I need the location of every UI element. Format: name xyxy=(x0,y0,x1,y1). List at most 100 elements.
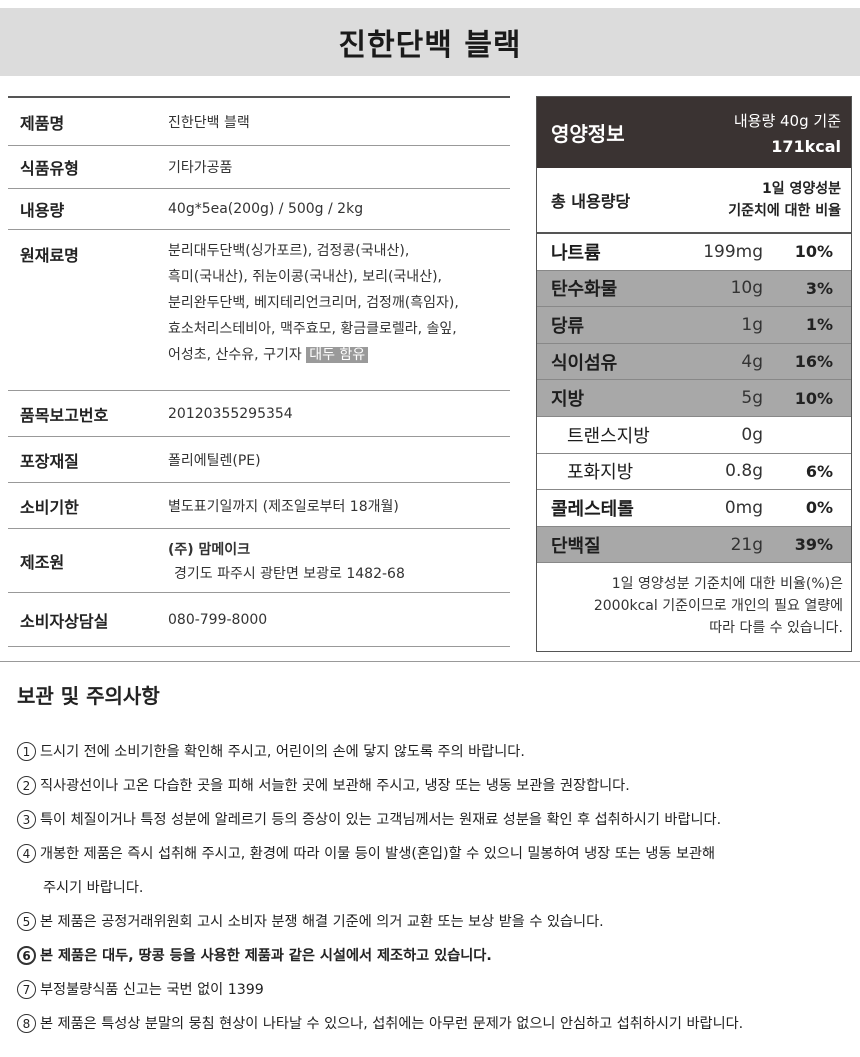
info-key: 소비자상담실 xyxy=(20,611,109,631)
nutrient-row: 트랜스지방 0g xyxy=(537,417,851,454)
caution-item: 2 직사광선이나 고온 다습한 곳을 피해 서늘한 곳에 보관해 주시고, 냉장… xyxy=(17,769,857,803)
nutrient-name: 포화지방 xyxy=(567,462,634,484)
circled-number: 3 xyxy=(17,810,36,829)
nutrient-row: 당류 1g 1% xyxy=(537,307,851,344)
info-key: 포장재질 xyxy=(20,451,79,471)
info-row-ingredients: 원재료명 분리대두단백(싱가포르), 검정콩(국내산), 흑미(국내산), 쥐눈… xyxy=(8,230,510,391)
info-value: 080-799-8000 xyxy=(168,611,268,628)
info-key: 내용량 xyxy=(20,201,65,220)
ingredients-line-text: 어성초, 산수유, 구기자 xyxy=(168,347,302,363)
nutrient-amount: 199mg xyxy=(703,241,763,262)
nutrient-amount: 1g xyxy=(741,314,763,335)
info-row-food-type: 식품유형 기타가공품 xyxy=(8,146,510,189)
circled-number: 5 xyxy=(17,912,36,931)
daily-value-label-line: 1일 영양성분 xyxy=(761,181,841,197)
nutrient-name: 당류 xyxy=(551,315,585,337)
nutrient-amount: 4g xyxy=(741,351,763,372)
title-bar: 진한단백 블랙 xyxy=(0,8,860,76)
caution-text: 본 제품은 대두, 땅콩 등을 사용한 제품과 같은 시설에서 제조하고 있습니… xyxy=(40,948,492,964)
info-key: 식품유형 xyxy=(20,159,79,178)
caution-text: 직사광선이나 고온 다습한 곳을 피해 서늘한 곳에 보관해 주시고, 냉장 또… xyxy=(40,778,630,794)
info-row-product-name: 제품명 진한단백 블랙 xyxy=(8,98,510,146)
total-label: 총 내용량당 xyxy=(551,192,631,211)
nutrient-amount: 0mg xyxy=(724,497,763,518)
caution-list: 1 드시기 전에 소비기한을 확인해 주시고, 어린이의 손에 닿지 않도록 주… xyxy=(17,735,857,1041)
manufacturer-info: (주) 맘메이크 경기도 파주시 광탄면 보광로 1482-68 xyxy=(168,529,510,592)
caution-text: 본 제품은 공정거래위원회 고시 소비자 분쟁 해결 기준에 의거 교환 또는 … xyxy=(40,914,604,930)
nutrient-row: 단백질 21g 39% xyxy=(537,526,851,564)
nutrient-row: 나트륨 199mg 10% xyxy=(537,234,851,271)
info-value: 20120355295354 xyxy=(168,405,293,422)
nutrient-percent: 6% xyxy=(805,461,833,481)
info-value: 기타가공품 xyxy=(168,160,233,176)
ingredients-line: 어성초, 산수유, 구기자 대두 함유 xyxy=(168,342,510,368)
nutrition-label: 영양정보 xyxy=(551,122,625,146)
nutrient-percent: 10% xyxy=(794,388,833,408)
circled-number: 2 xyxy=(17,776,36,795)
calories: 171kcal xyxy=(771,136,841,156)
nutrient-name: 식이섬유 xyxy=(551,352,618,374)
ingredients-line: 분리완두단백, 베지테리언크리머, 검정깨(흑임자), xyxy=(168,295,459,311)
manufacturer-address: 경기도 파주시 광탄면 보광로 1482-68 xyxy=(174,565,405,582)
info-value: 별도표기일까지 (제조일로부터 18개월) xyxy=(168,498,399,515)
circled-number: 8 xyxy=(17,1014,36,1033)
caution-text: 드시기 전에 소비기한을 확인해 주시고, 어린이의 손에 닿지 않도록 주의 … xyxy=(40,744,525,760)
nutrient-name: 단백질 xyxy=(551,535,601,557)
info-value: 40g*5ea(200g) / 500g / 2kg xyxy=(168,201,364,217)
ingredients-line: 효소처리스테비아, 맥주효모, 황금클로렐라, 솔잎, xyxy=(168,321,457,337)
caution-text: 개봉한 제품은 즉시 섭취해 주시고, 환경에 따라 이물 등이 발생(혼입)할… xyxy=(40,846,716,862)
nutrient-row: 포화지방 0.8g 6% xyxy=(537,454,851,491)
nutrient-percent: 0% xyxy=(805,498,833,518)
caution-item: 8 본 제품은 특성상 분말의 뭉침 현상이 나타날 수 있으나, 섭취에는 아… xyxy=(17,1007,857,1041)
daily-value-label: 1일 영양성분 기준치에 대한 비율 xyxy=(728,178,841,222)
nutrient-name: 나트륨 xyxy=(551,242,601,264)
ingredients-line: 흑미(국내산), 쥐눈이콩(국내산), 보리(국내산), xyxy=(168,269,442,285)
nutrition-subheader: 총 내용량당 1일 영양성분 기준치에 대한 비율 xyxy=(537,168,851,234)
caution-text-continued: 주시기 바랍니다. xyxy=(43,880,144,896)
info-row-package: 포장재질 폴리에틸렌(PE) xyxy=(8,437,510,483)
info-row-contact: 소비자상담실 080-799-8000 xyxy=(8,593,510,647)
manufacturer-name: (주) 맘메이크 xyxy=(168,541,251,558)
nutrient-percent: 10% xyxy=(794,242,833,262)
nutrient-amount: 10g xyxy=(730,278,763,299)
info-key: 원재료명 xyxy=(20,246,79,265)
nutrient-amount: 5g xyxy=(741,388,763,409)
nutrition-footnote: 1일 영양성분 기준치에 대한 비율(%)은 2000kcal 기준이므로 개인… xyxy=(537,563,851,639)
caution-item-allergy: 6 본 제품은 대두, 땅콩 등을 사용한 제품과 같은 시설에서 제조하고 있… xyxy=(17,939,857,973)
circled-number: 4 xyxy=(17,844,36,863)
nutrition-panel: 영양정보 내용량 40g 기준 171kcal 총 내용량당 1일 영양성분 기… xyxy=(536,96,852,652)
info-row-manufacturer: 제조원 (주) 맘메이크 경기도 파주시 광탄면 보광로 1482-68 xyxy=(8,529,510,593)
allergen-badge: 대두 함유 xyxy=(306,347,369,363)
nutrition-header: 영양정보 내용량 40g 기준 171kcal xyxy=(537,97,851,168)
nutrient-name: 지방 xyxy=(551,389,585,411)
info-key: 품목보고번호 xyxy=(20,405,109,425)
circled-number: 6 xyxy=(17,946,36,965)
info-row-report-number: 품목보고번호 20120355295354 xyxy=(8,391,510,437)
nutrient-percent: 16% xyxy=(794,352,833,372)
nutrient-percent: 1% xyxy=(805,315,833,335)
caution-item: 5 본 제품은 공정거래위원회 고시 소비자 분쟁 해결 기준에 의거 교환 또… xyxy=(17,905,857,939)
info-value: 폴리에틸렌(PE) xyxy=(168,452,261,469)
info-key: 소비기한 xyxy=(20,497,79,517)
caution-item: 4 개봉한 제품은 즉시 섭취해 주시고, 환경에 따라 이물 등이 발생(혼입… xyxy=(17,837,857,871)
page-title: 진한단백 블랙 xyxy=(338,28,522,63)
nutrient-row: 식이섬유 4g 16% xyxy=(537,343,851,381)
caution-text: 특이 체질이거나 특정 성분에 알레르기 등의 증상이 있는 고객님께서는 원재… xyxy=(40,812,722,828)
info-key: 제품명 xyxy=(20,113,65,133)
nutrient-percent: 3% xyxy=(805,278,833,298)
info-value: 진한단백 블랙 xyxy=(168,114,250,131)
serving-size: 내용량 40g 기준 xyxy=(733,111,841,130)
info-row-volume: 내용량 40g*5ea(200g) / 500g / 2kg xyxy=(8,189,510,230)
nutrition-serving-info: 내용량 40g 기준 171kcal xyxy=(734,110,841,156)
ingredients-line: 분리대두단백(싱가포르), 검정콩(국내산), xyxy=(168,243,410,259)
nutrient-name: 트랜스지방 xyxy=(567,425,650,447)
nutrient-name: 탄수화물 xyxy=(551,279,618,301)
section-divider xyxy=(0,661,860,662)
footnote-line: 따라 다를 수 있습니다. xyxy=(709,620,843,637)
nutrient-percent: 39% xyxy=(794,535,833,555)
info-row-expiry: 소비기한 별도표기일까지 (제조일로부터 18개월) xyxy=(8,483,510,529)
caution-text: 부정불량식품 신고는 국번 없이 1399 xyxy=(40,982,264,998)
ingredients-list: 분리대두단백(싱가포르), 검정콩(국내산), 흑미(국내산), 쥐눈이콩(국내… xyxy=(168,230,510,390)
product-info-table: 제품명 진한단백 블랙 식품유형 기타가공품 내용량 40g*5ea(200g)… xyxy=(8,96,510,647)
circled-number: 7 xyxy=(17,980,36,999)
